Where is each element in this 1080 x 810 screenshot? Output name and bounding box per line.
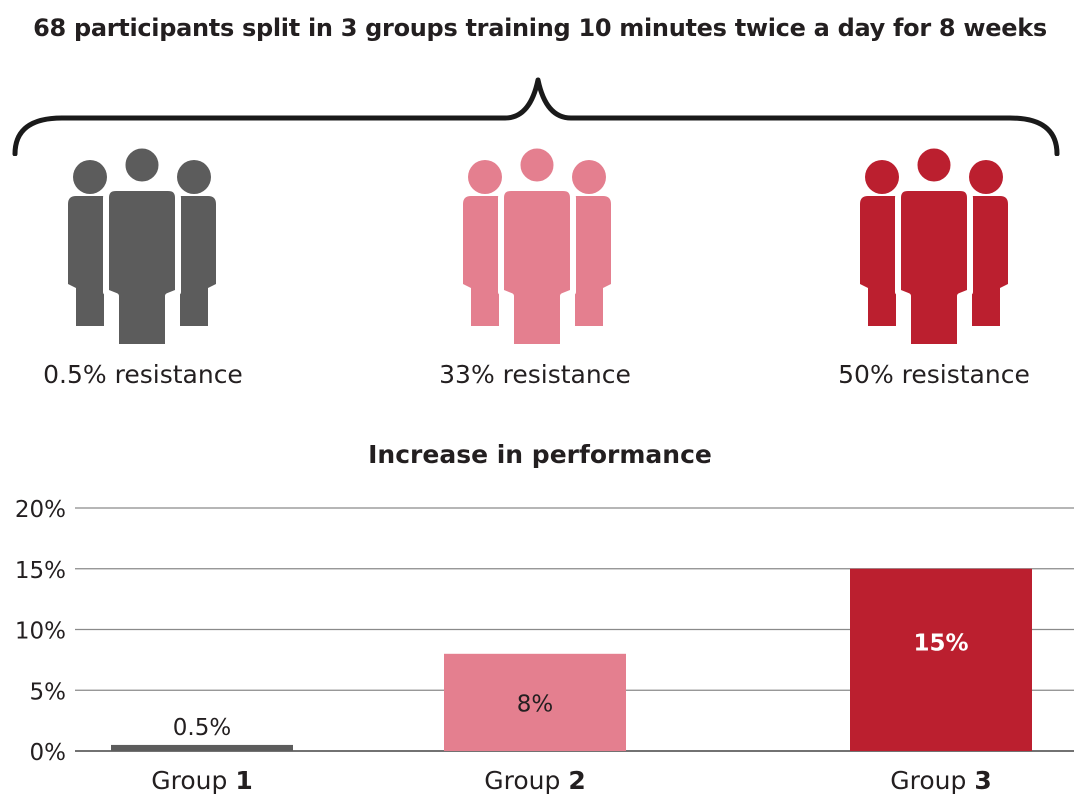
y-tick-label: 10%	[15, 619, 66, 645]
bar-value-label: 0.5%	[173, 715, 231, 741]
group-1-figure	[42, 140, 242, 355]
bar-value-label: 8%	[517, 691, 554, 717]
people-group-icon	[68, 143, 216, 350]
group-3-resistance: 50% resistance	[838, 360, 1030, 389]
x-tick-label: Group 3	[890, 766, 991, 795]
people-shape	[463, 143, 611, 350]
x-tick-label: Group 1	[151, 766, 252, 795]
brace	[12, 77, 1060, 156]
headline: 68 participants split in 3 groups traini…	[33, 14, 1047, 42]
y-tick-label: 20%	[15, 497, 66, 523]
chart-title: Increase in performance	[368, 440, 712, 469]
y-tick-label: 15%	[15, 558, 66, 584]
people-group-icon	[860, 143, 1008, 350]
group-2-resistance: 33% resistance	[439, 360, 631, 389]
bar-group-2	[444, 653, 626, 751]
group-2-figure	[437, 140, 637, 355]
people-shape	[68, 143, 216, 350]
bar-chart: 0% 5% 10% 15% 20% 0.5% Group 1 8% Group 2 15% Grou…	[15, 497, 1074, 795]
people-shape	[860, 143, 1008, 350]
bar-group-3	[850, 568, 1032, 751]
y-tick-label: 5%	[30, 679, 67, 705]
bar-value-label: 15%	[913, 631, 968, 657]
x-tick-label: Group 2	[484, 766, 585, 795]
y-tick-label: 0%	[30, 740, 67, 766]
people-group-icon	[463, 143, 611, 350]
group-1-resistance: 0.5% resistance	[43, 360, 243, 389]
group-3-figure	[834, 140, 1034, 355]
bar-group-1	[111, 744, 293, 751]
